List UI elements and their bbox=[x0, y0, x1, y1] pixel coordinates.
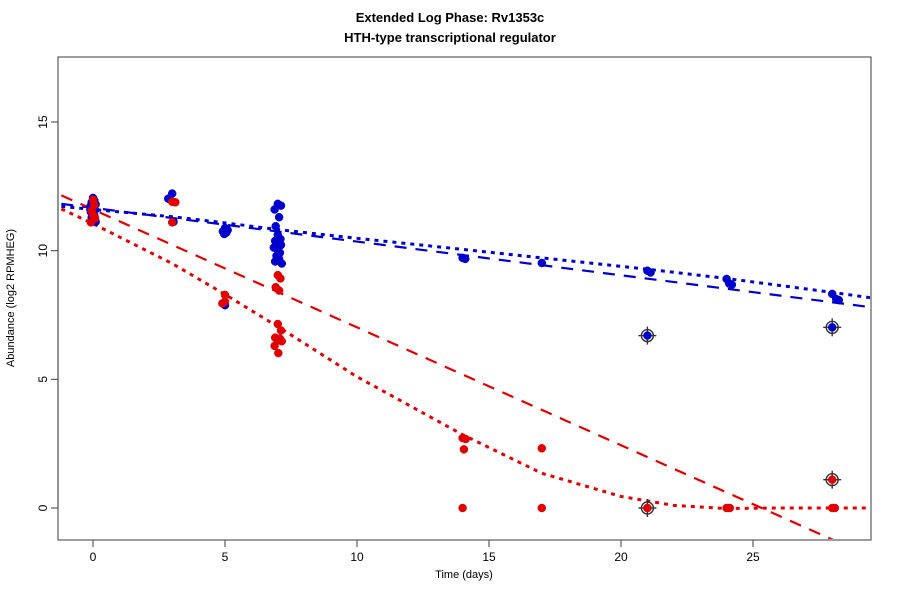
outlier-marker bbox=[823, 318, 842, 337]
x-tick-label: 0 bbox=[90, 550, 97, 564]
data-point bbox=[167, 218, 177, 227]
outlier-point bbox=[827, 475, 837, 484]
data-point bbox=[270, 341, 279, 351]
data-point bbox=[459, 445, 469, 454]
data-point bbox=[219, 229, 229, 239]
outlier-point bbox=[643, 503, 652, 513]
data-point bbox=[537, 258, 547, 268]
x-tick-label: 20 bbox=[614, 550, 628, 564]
data-point bbox=[274, 348, 283, 358]
x-axis-label: Time (days) bbox=[435, 569, 493, 581]
x-tick-label: 10 bbox=[350, 550, 364, 564]
y-axis-label: Abundance (log2 RPMHEG) bbox=[5, 229, 17, 367]
y-axis: 0 5 10 15 bbox=[36, 115, 59, 511]
fit-line-blue-linear-regression bbox=[61, 202, 870, 309]
data-point bbox=[461, 434, 471, 444]
fit-line-red-linear-regression bbox=[60, 194, 834, 539]
outlier-point bbox=[827, 323, 837, 332]
outlier-marker bbox=[638, 499, 657, 517]
y-tick-label: 0 bbox=[36, 504, 50, 511]
data-point bbox=[460, 254, 470, 264]
outlier-marker bbox=[823, 470, 842, 489]
x-tick-label: 15 bbox=[482, 550, 496, 564]
data-point bbox=[218, 299, 227, 308]
data-point bbox=[834, 295, 844, 305]
x-tick-label: 5 bbox=[222, 550, 229, 564]
data-point bbox=[171, 198, 180, 207]
data-point bbox=[727, 280, 737, 289]
chart-title-line-1: Extended Log Phase: Rv1353c bbox=[356, 10, 545, 25]
data-point bbox=[276, 274, 285, 283]
data-point bbox=[276, 201, 286, 210]
y-tick-label: 10 bbox=[36, 244, 50, 258]
fit-line-blue-loess-fit bbox=[61, 204, 870, 300]
data-point bbox=[537, 503, 547, 513]
data-point bbox=[458, 503, 467, 513]
x-axis: 0 5 10 15 20 25 bbox=[90, 539, 760, 564]
x-tick-label: 25 bbox=[746, 550, 760, 564]
outlier-markers bbox=[638, 318, 842, 517]
fit-lines bbox=[60, 194, 870, 539]
chart-title-line-2: HTH-type transcriptional regulator bbox=[344, 30, 556, 45]
data-point bbox=[646, 268, 655, 277]
data-point bbox=[276, 326, 286, 335]
data-points bbox=[86, 189, 844, 513]
data-point bbox=[274, 286, 284, 295]
data-point bbox=[274, 212, 284, 222]
data-point bbox=[86, 218, 96, 227]
y-tick-label: 5 bbox=[36, 376, 50, 383]
data-point bbox=[270, 205, 279, 214]
data-point bbox=[277, 337, 287, 346]
y-tick-label: 15 bbox=[36, 115, 50, 129]
data-point bbox=[725, 503, 735, 513]
data-point bbox=[271, 221, 280, 231]
data-point bbox=[537, 444, 547, 453]
fit-line-red-loess-fit bbox=[60, 207, 870, 511]
data-point bbox=[277, 259, 287, 268]
outlier-point bbox=[643, 331, 652, 340]
outlier-marker bbox=[638, 326, 657, 345]
data-point bbox=[830, 503, 840, 513]
